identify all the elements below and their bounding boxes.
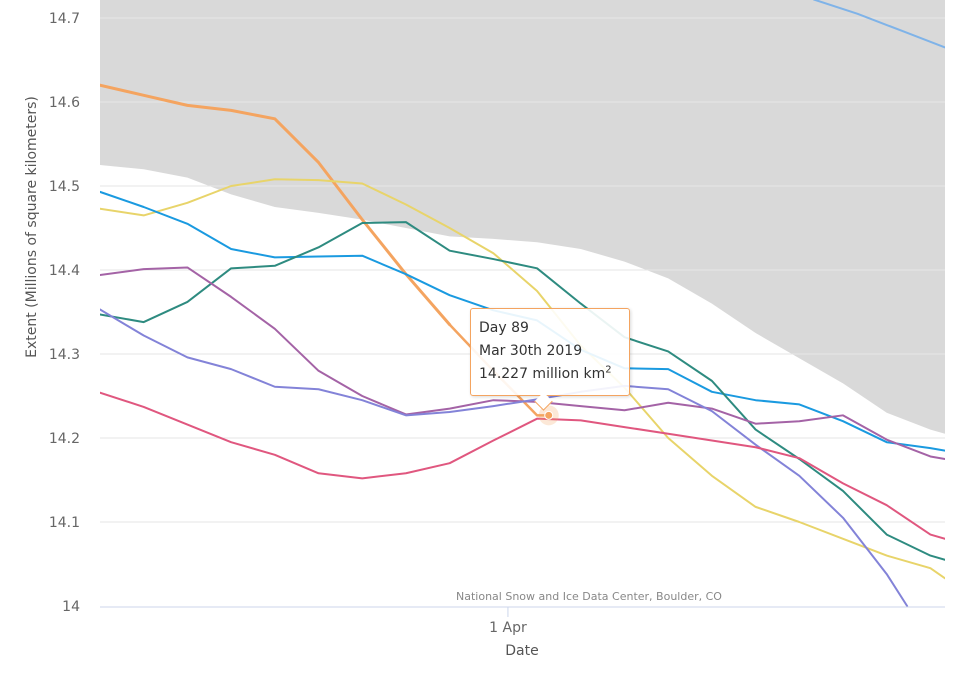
percentile-band-area (100, 0, 945, 434)
tooltip-date: Mar 30th 2019 (479, 343, 583, 359)
series-line-6 (100, 308, 909, 607)
tooltip: Day 89 Mar 30th 2019 14.227 million km2 (470, 308, 630, 396)
tooltip-value: 14.227 million km (479, 366, 606, 382)
y-tick-label: 14.2 (49, 431, 80, 447)
series-line-4 (100, 221, 945, 561)
x-axis-title: Date (505, 643, 538, 659)
series-line-0 (100, 83, 452, 327)
y-tick-label: 14.6 (49, 95, 80, 111)
tooltip-unit-sup: 2 (605, 364, 612, 376)
highlight-marker (544, 410, 554, 420)
series-line-7 (100, 391, 945, 540)
y-tick-label: 14.1 (49, 515, 80, 531)
tooltip-day: Day 89 (479, 320, 529, 336)
series-line-8 (813, 0, 945, 49)
x-tick-label: 1 Apr (489, 620, 527, 636)
y-tick-label: 14.3 (49, 347, 80, 363)
grid (100, 17, 945, 523)
tooltip-value-row: 14.227 million km2 (479, 363, 621, 386)
credit-text[interactable]: National Snow and Ice Data Center, Bould… (456, 590, 722, 603)
y-tick-label: 14.5 (49, 179, 80, 195)
axes: 14 14.1 14.2 14.3 14.4 14.5 14.6 14.7 1 Apr (49, 11, 945, 636)
series-line-2 (100, 178, 945, 580)
percentile-band (100, 0, 945, 434)
y-axis-title: Extent (Millions of square kilometers) (24, 96, 40, 358)
y-tick-label: 14 (62, 599, 80, 615)
y-tick-label: 14.4 (49, 263, 80, 279)
y-tick-label: 14.7 (49, 11, 80, 27)
